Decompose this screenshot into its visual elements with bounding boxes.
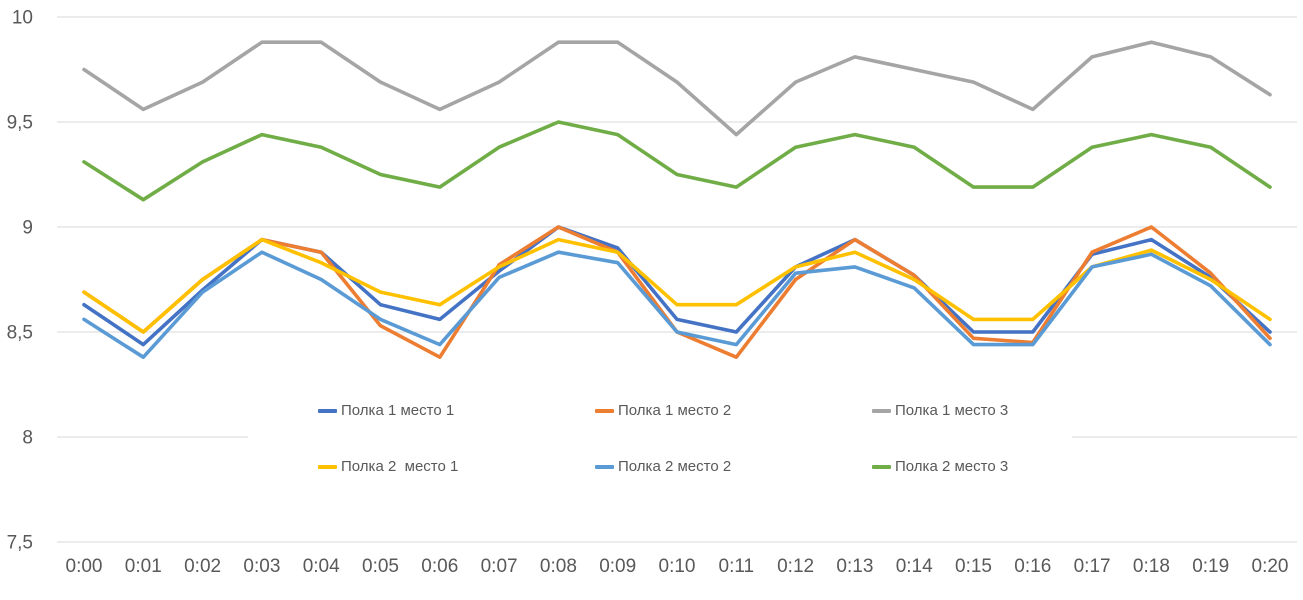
x-tick-label: 0:15 [955, 556, 992, 577]
legend-label: Полка 1 место 2 [618, 402, 732, 419]
legend-item-polka-2-mesto-1: Полка 2 место 1 [318, 458, 458, 476]
x-tick-label: 0:03 [243, 556, 280, 577]
x-tick-label: 0:01 [125, 556, 162, 577]
chart-legend: Полка 1 место 1 Полка 1 место 2 Полка 1 … [248, 388, 1072, 484]
legend-label: Полка 2 место 3 [895, 458, 1009, 475]
series-line-5 [82, 120, 1272, 202]
series-line-1 [82, 225, 1272, 360]
x-tick-label: 0:09 [599, 556, 636, 577]
legend-label: Полка 2 место 2 [618, 458, 732, 475]
x-tick-label: 0:11 [719, 556, 755, 577]
legend-line-sample-yellow [318, 465, 337, 469]
legend-item-polka-2-mesto-2: Полка 2 место 2 [595, 458, 731, 476]
y-tick-label: 7,5 [7, 533, 33, 554]
x-tick-label: 0:00 [66, 556, 103, 577]
y-tick-label: 8 [22, 428, 33, 449]
legend-label: Полка 1 место 3 [895, 402, 1009, 419]
legend-item-polka-1-mesto-1: Полка 1 место 1 [318, 402, 454, 420]
x-tick-label: 0:08 [540, 556, 577, 577]
y-tick-label: 8,5 [7, 323, 33, 344]
series-line-4 [82, 250, 1272, 360]
series-line-0 [82, 225, 1272, 347]
legend-label: Полка 1 место 1 [341, 402, 455, 419]
x-tick-label: 0:04 [303, 556, 340, 577]
legend-line-sample-blue [318, 409, 337, 413]
x-tick-label: 0:10 [659, 556, 696, 577]
x-tick-label: 0:05 [362, 556, 399, 577]
y-tick-label: 9,5 [7, 113, 33, 134]
legend-line-sample-lightblue [595, 465, 614, 469]
series-line-3 [82, 237, 1272, 334]
x-tick-label: 0:16 [1014, 556, 1051, 577]
x-tick-label: 0:07 [481, 556, 518, 577]
y-tick-label: 10 [12, 8, 33, 29]
x-tick-label: 0:20 [1252, 556, 1289, 577]
legend-line-sample-gray [872, 409, 891, 413]
x-tick-label: 0:17 [1074, 556, 1111, 577]
x-tick-label: 0:12 [777, 556, 814, 577]
legend-line-sample-green [872, 465, 891, 469]
x-tick-label: 0:14 [896, 556, 933, 577]
x-tick-label: 0:18 [1133, 556, 1170, 577]
legend-label: Полка 2 место 1 [341, 458, 459, 475]
x-tick-label: 0:02 [184, 556, 221, 577]
legend-item-polka-1-mesto-3: Полка 1 место 3 [872, 402, 1008, 420]
legend-line-sample-orange [595, 409, 614, 413]
legend-item-polka-1-mesto-2: Полка 1 место 2 [595, 402, 731, 420]
x-tick-label: 0:13 [836, 556, 873, 577]
x-tick-label: 0:06 [421, 556, 458, 577]
x-tick-label: 0:19 [1192, 556, 1229, 577]
series-line-2 [82, 40, 1272, 137]
y-tick-label: 9 [22, 218, 33, 239]
legend-item-polka-2-mesto-3: Полка 2 место 3 [872, 458, 1008, 476]
